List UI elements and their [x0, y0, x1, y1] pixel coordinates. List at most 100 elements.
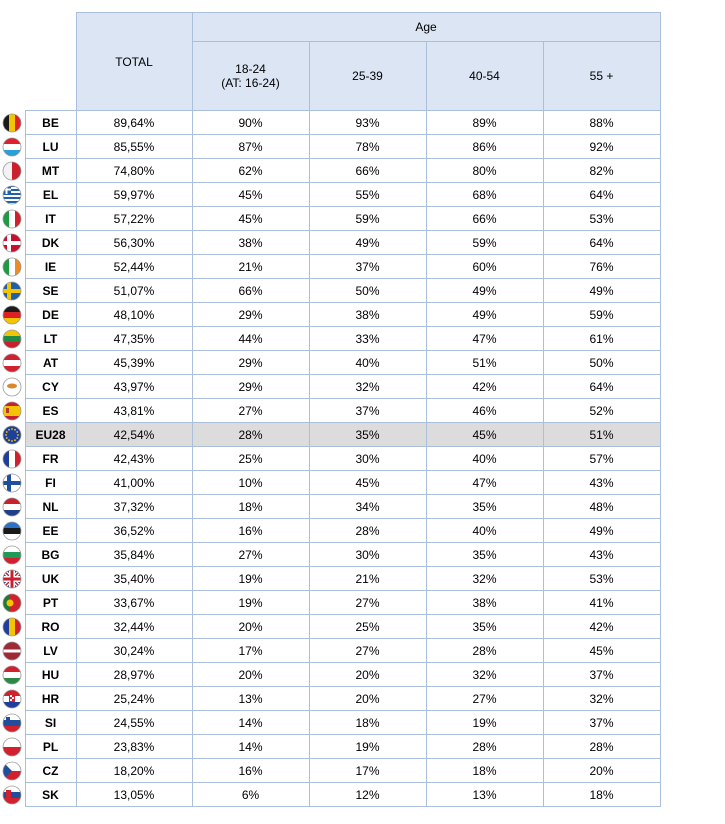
country-code: EU28 — [24, 422, 77, 447]
age-18-24-value: 16% — [191, 758, 310, 783]
table-row: DE 48,10% 29% 38% 49% 59% — [0, 302, 661, 327]
table-header: TOTAL Age 18-24 (AT: 16-24) 25-39 40-54 … — [0, 12, 661, 111]
de-flag-icon — [0, 303, 25, 327]
age-55-plus-value: 42% — [542, 614, 661, 639]
header-age-18-24: 18-24 (AT: 16-24) — [191, 41, 310, 111]
age-40-54-value: 47% — [425, 326, 544, 351]
age-18-24-value: 6% — [191, 782, 310, 807]
total-value: 33,67% — [75, 590, 193, 615]
age-18-24-value: 29% — [191, 302, 310, 327]
country-code: LV — [24, 638, 77, 663]
be-flag-icon — [0, 111, 25, 135]
age-55-plus-value: 64% — [542, 374, 661, 399]
age-25-39-value: 59% — [308, 206, 427, 231]
total-value: 89,64% — [75, 110, 193, 135]
age-55-plus-value: 43% — [542, 542, 661, 567]
total-value: 35,40% — [75, 566, 193, 591]
table-row: NL 37,32% 18% 34% 35% 48% — [0, 494, 661, 519]
age-55-plus-value: 49% — [542, 518, 661, 543]
country-code: EE — [24, 518, 77, 543]
age-55-plus-value: 37% — [542, 662, 661, 687]
table-row: CZ 18,20% 16% 17% 18% 20% — [0, 758, 661, 783]
total-value: 36,52% — [75, 518, 193, 543]
age-25-39-value: 21% — [308, 566, 427, 591]
age-25-39-value: 27% — [308, 590, 427, 615]
age-18-24-value: 27% — [191, 542, 310, 567]
age-55-plus-value: 57% — [542, 446, 661, 471]
total-value: 35,84% — [75, 542, 193, 567]
country-code: RO — [24, 614, 77, 639]
age-40-54-value: 32% — [425, 566, 544, 591]
total-value: 18,20% — [75, 758, 193, 783]
table-body: BE 89,64% 90% 93% 89% 88% LU 85,55% 87% 78% 86% 92%… — [0, 110, 661, 807]
it-flag-icon — [0, 207, 25, 231]
age-55-plus-value: 53% — [542, 566, 661, 591]
age-18-24-value: 13% — [191, 686, 310, 711]
age-40-54-value: 66% — [425, 206, 544, 231]
age-40-54-value: 45% — [425, 422, 544, 447]
age-25-39-value: 27% — [308, 638, 427, 663]
age-18-24-value: 25% — [191, 446, 310, 471]
total-value: 57,22% — [75, 206, 193, 231]
cy-flag-icon — [0, 375, 25, 399]
age-40-54-value: 40% — [425, 446, 544, 471]
age-55-plus-value: 52% — [542, 398, 661, 423]
header-age-group: Age — [191, 12, 661, 42]
age-40-54-value: 27% — [425, 686, 544, 711]
fr-flag-icon — [0, 447, 25, 471]
country-code: UK — [24, 566, 77, 591]
mt-flag-icon — [0, 159, 25, 183]
age-25-39-value: 12% — [308, 782, 427, 807]
table-row: CY 43,97% 29% 32% 42% 64% — [0, 374, 661, 399]
country-code: LU — [24, 134, 77, 159]
total-value: 37,32% — [75, 494, 193, 519]
cz-flag-icon — [0, 759, 25, 783]
country-code: CZ — [24, 758, 77, 783]
si-flag-icon — [0, 711, 25, 735]
age-40-54-value: 18% — [425, 758, 544, 783]
age-18-24-value: 29% — [191, 350, 310, 375]
age-25-39-value: 34% — [308, 494, 427, 519]
pt-flag-icon — [0, 591, 25, 615]
age-40-54-value: 49% — [425, 278, 544, 303]
age-25-39-value: 38% — [308, 302, 427, 327]
age-18-24-value: 87% — [191, 134, 310, 159]
age-40-54-value: 49% — [425, 302, 544, 327]
table-row: MT 74,80% 62% 66% 80% 82% — [0, 158, 661, 183]
age-25-39-value: 66% — [308, 158, 427, 183]
header-age-25-39: 25-39 — [308, 41, 427, 111]
results-table: TOTAL Age 18-24 (AT: 16-24) 25-39 40-54 … — [0, 12, 661, 807]
age-40-54-value: 35% — [425, 494, 544, 519]
age-55-plus-value: 53% — [542, 206, 661, 231]
age-40-54-value: 47% — [425, 470, 544, 495]
header-age-55-plus: 55 + — [542, 41, 661, 111]
age-40-54-value: 89% — [425, 110, 544, 135]
country-code: SK — [24, 782, 77, 807]
table-row: RO 32,44% 20% 25% 35% 42% — [0, 614, 661, 639]
age-40-54-value: 68% — [425, 182, 544, 207]
age-18-24-value: 10% — [191, 470, 310, 495]
pl-flag-icon — [0, 735, 25, 759]
age-18-24-value: 16% — [191, 518, 310, 543]
total-value: 25,24% — [75, 686, 193, 711]
total-value: 42,54% — [75, 422, 193, 447]
table-row: SI 24,55% 14% 18% 19% 37% — [0, 710, 661, 735]
nl-flag-icon — [0, 495, 25, 519]
age-55-plus-value: 32% — [542, 686, 661, 711]
age-40-54-value: 19% — [425, 710, 544, 735]
country-code: IT — [24, 206, 77, 231]
country-code: FR — [24, 446, 77, 471]
ee-flag-icon — [0, 519, 25, 543]
country-code: SE — [24, 278, 77, 303]
age-40-54-value: 59% — [425, 230, 544, 255]
country-code: EL — [24, 182, 77, 207]
age-40-54-value: 28% — [425, 638, 544, 663]
country-code: HR — [24, 686, 77, 711]
total-value: 28,97% — [75, 662, 193, 687]
table-row: DK 56,30% 38% 49% 59% 64% — [0, 230, 661, 255]
es-flag-icon — [0, 399, 25, 423]
country-code: HU — [24, 662, 77, 687]
total-value: 13,05% — [75, 782, 193, 807]
age-25-39-value: 30% — [308, 542, 427, 567]
table-row: LT 47,35% 44% 33% 47% 61% — [0, 326, 661, 351]
